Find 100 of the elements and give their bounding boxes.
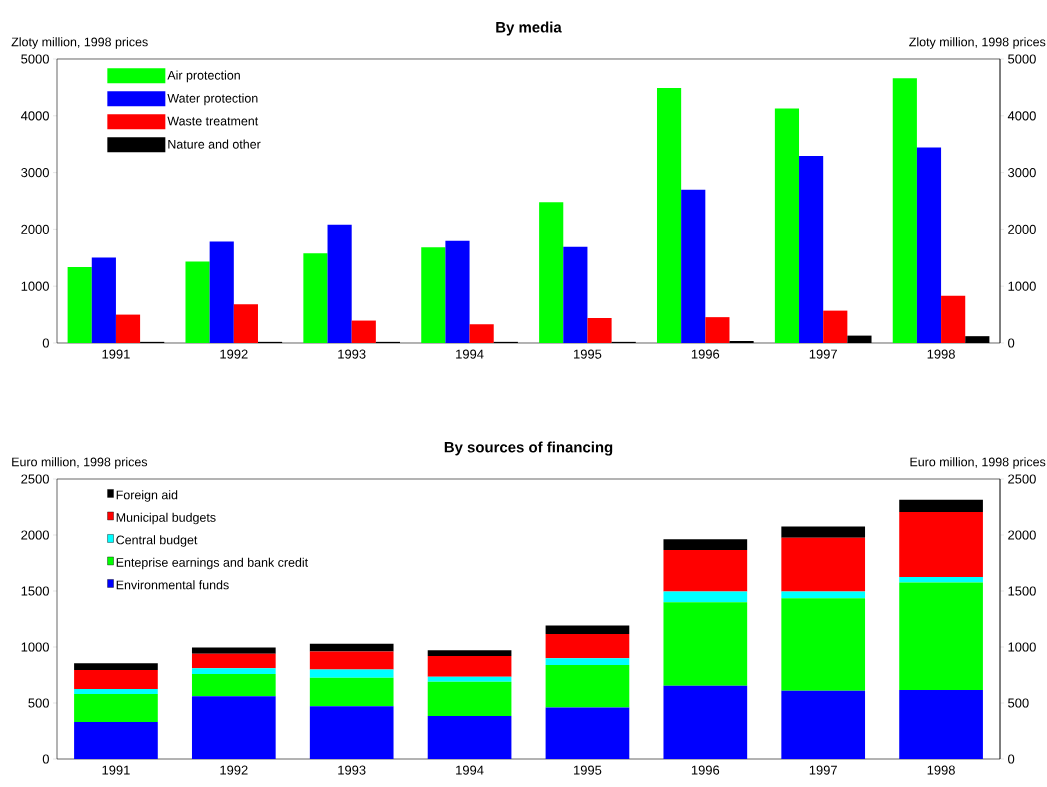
y2-tick-label: 3000	[1008, 168, 1036, 178]
y-tick-label: 5000	[21, 54, 49, 64]
y-tick-label: 1000	[21, 281, 49, 291]
y2-tick-label: 0	[1008, 754, 1015, 764]
bar	[656, 87, 682, 343]
y-tick-label: 0	[42, 754, 49, 764]
legend-label: Waste treatment	[167, 116, 259, 126]
x-tick-label: 1993	[338, 765, 366, 775]
bar	[781, 591, 866, 599]
y2-tick-label: 1000	[1008, 642, 1036, 652]
x-tick-label: 1994	[456, 765, 484, 775]
bar	[705, 317, 730, 343]
y2-axis-title: Euro million, 1998 prices	[910, 457, 1046, 469]
y2-tick-label: 2000	[1008, 530, 1036, 540]
bar	[587, 318, 612, 343]
y-tick-label: 1500	[21, 586, 49, 596]
bar	[916, 147, 942, 343]
bar	[899, 582, 983, 691]
y2-tick-label: 1000	[1008, 281, 1036, 291]
y-axis-title: Euro million, 1998 prices	[12, 457, 148, 469]
legend-label: Foreign aid	[116, 490, 178, 502]
bar	[663, 685, 748, 759]
bar	[309, 669, 394, 678]
bar	[663, 602, 748, 686]
bar	[303, 253, 328, 343]
bar	[681, 189, 706, 343]
x-tick-label: 1996	[691, 765, 720, 775]
legend-label: Nature and other	[168, 139, 261, 149]
bar	[545, 664, 630, 708]
y-tick-label: 2500	[21, 474, 49, 484]
legend-label: Municipal budgets	[116, 512, 216, 525]
legend-label: Environmental funds	[116, 580, 229, 590]
bar	[327, 224, 352, 343]
bar	[309, 643, 394, 652]
bar	[545, 634, 630, 659]
bar	[209, 241, 234, 343]
x-tick-label: 1992	[220, 765, 248, 775]
x-tick-label: 1997	[809, 765, 837, 775]
bar	[233, 304, 258, 343]
bar	[351, 320, 376, 343]
y-tick-label: 0	[42, 338, 49, 348]
bar	[191, 696, 276, 759]
bar	[899, 690, 983, 759]
bar	[115, 314, 141, 343]
y-tick-label: 3000	[21, 168, 49, 178]
legend-label: Central budget	[116, 535, 198, 547]
y2-tick-label: 4000	[1007, 111, 1036, 121]
bar	[563, 246, 588, 343]
y2-tick-label: 5000	[1008, 54, 1036, 64]
bar	[545, 658, 630, 665]
bar	[191, 647, 276, 654]
bar	[427, 681, 512, 716]
bar	[892, 78, 917, 343]
x-tick-label: 1998	[927, 765, 955, 775]
legend-label: Enteprise earnings and bank credit	[116, 557, 309, 570]
bar	[899, 577, 983, 583]
bar	[781, 690, 866, 759]
bar	[74, 669, 158, 689]
chart-title: By media	[496, 21, 562, 36]
bar	[899, 499, 983, 513]
x-tick-label: 1995	[574, 349, 602, 359]
bar	[309, 706, 394, 759]
x-tick-label: 1998	[927, 349, 955, 359]
bar	[469, 324, 494, 343]
bar	[309, 651, 394, 670]
bar	[74, 722, 158, 759]
bar	[781, 598, 866, 691]
bar	[774, 108, 800, 343]
bar	[191, 653, 276, 669]
bar	[427, 650, 512, 656]
bar	[545, 625, 630, 635]
bar	[67, 266, 92, 343]
x-tick-label: 1993	[338, 349, 366, 359]
y2-tick-label: 1500	[1008, 586, 1036, 596]
y-tick-label: 2000	[21, 224, 49, 234]
bar	[445, 240, 470, 343]
bar	[781, 526, 866, 538]
bar	[941, 295, 966, 343]
y2-tick-label: 2000	[1008, 224, 1036, 234]
y-tick-label: 4000	[20, 111, 49, 121]
bar	[427, 715, 512, 759]
bar	[427, 655, 512, 677]
bar	[823, 310, 848, 343]
x-tick-label: 1991	[102, 765, 130, 775]
bar	[545, 707, 630, 759]
bar	[421, 247, 446, 343]
bar	[799, 156, 824, 343]
bar	[191, 673, 276, 697]
bar	[74, 689, 158, 695]
x-tick-label: 1996	[691, 349, 720, 359]
y2-axis-title: Zloty million, 1998 prices	[909, 37, 1046, 49]
y-axis-title: Zloty million, 1998 prices	[11, 37, 148, 49]
x-tick-label: 1997	[809, 349, 837, 359]
bar	[74, 663, 158, 670]
y-tick-label: 500	[28, 698, 49, 708]
x-tick-label: 1995	[574, 765, 602, 775]
bar	[191, 668, 276, 674]
bar	[663, 539, 748, 551]
x-tick-label: 1991	[102, 349, 130, 359]
bar	[899, 512, 983, 577]
